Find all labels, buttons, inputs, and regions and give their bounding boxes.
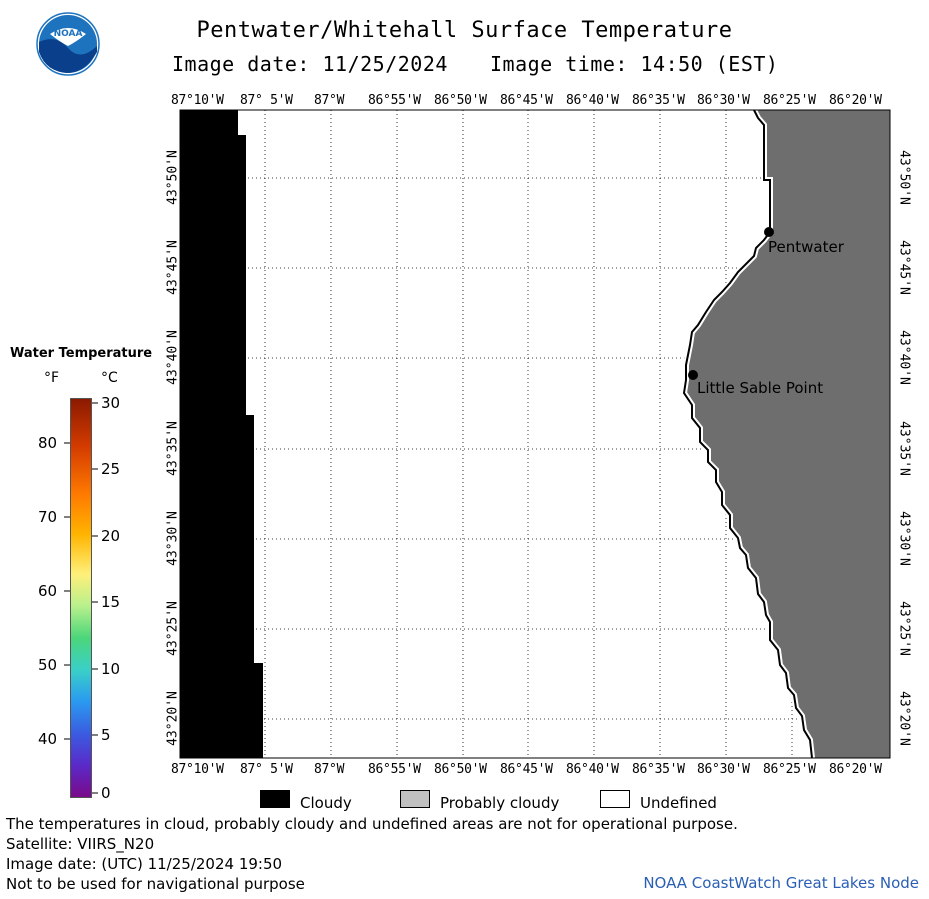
lon-label-top: 86°40'W (566, 93, 619, 108)
lon-label-bottom: 87° 5'W (240, 762, 293, 777)
lon-label-bottom: 86°50'W (434, 762, 487, 777)
lon-label-bottom: 86°30'W (697, 762, 750, 777)
cloudy-label: Cloudy (300, 794, 352, 812)
c-tick: 15 (101, 593, 121, 611)
unit-celsius: °C (101, 370, 118, 386)
lon-label-bottom: 86°35'W (632, 762, 685, 777)
c-tick: 0 (101, 784, 111, 802)
c-tick: 30 (101, 394, 121, 412)
lat-label-left: 43°40'N (165, 330, 181, 385)
little-sable-point-marker (688, 370, 698, 380)
temperature-colorbar (70, 398, 92, 798)
lon-label-top: 86°55'W (368, 93, 421, 108)
lat-label-right: 43°20'N (896, 691, 912, 746)
image-time-label: Image time: 14:50 (EST) (490, 52, 779, 76)
lat-label-right: 43°45'N (896, 240, 912, 295)
lon-label-top: 87°W (314, 93, 345, 108)
credit-text: NOAA CoastWatch Great Lakes Node (643, 874, 919, 892)
lat-label-right: 43°35'N (896, 421, 912, 476)
colorbar-ticks (64, 402, 98, 794)
lat-label-right: 43°25'N (896, 601, 912, 656)
lat-label-left: 43°50'N (165, 150, 181, 205)
map-frame (179, 109, 891, 759)
unit-fahrenheit: °F (44, 370, 60, 386)
lon-label-top: 87° 5'W (240, 93, 293, 108)
lon-label-bottom: 86°55'W (368, 762, 421, 777)
little-sable-point-label: Little Sable Point (697, 379, 824, 397)
probably-cloudy-swatch (400, 790, 430, 808)
lon-label-top: 87°10'W (171, 93, 224, 108)
cloudy-swatch (260, 790, 290, 808)
lon-label-top: 86°35'W (632, 93, 685, 108)
c-tick: 10 (101, 660, 121, 678)
f-tick: 40 (38, 730, 58, 748)
legend-title: Water Temperature (10, 346, 153, 361)
pentwater-label: Pentwater (768, 238, 844, 256)
disclaimer-text: The temperatures in cloud, probably clou… (6, 815, 738, 833)
shoreline (682, 109, 813, 759)
lon-label-top: 86°20'W (829, 93, 882, 108)
lon-label-top: 86°50'W (434, 93, 487, 108)
lon-label-top: 86°30'W (697, 93, 750, 108)
navigation-warning: Not to be used for navigational purpose (6, 875, 305, 893)
lat-label-right: 43°50'N (896, 150, 912, 205)
c-tick: 5 (101, 726, 111, 744)
f-tick: 80 (38, 434, 58, 452)
land-area (684, 110, 890, 758)
f-tick: 50 (38, 656, 58, 674)
f-tick: 60 (38, 582, 58, 600)
lon-label-top: 86°45'W (500, 93, 553, 108)
lon-label-bottom: 86°45'W (500, 762, 553, 777)
lon-label-bottom: 86°25'W (763, 762, 816, 777)
lon-label-top: 86°25'W (763, 93, 816, 108)
image-date-label: Image date: 11/25/2024 (172, 52, 448, 76)
page-title: Pentwater/Whitehall Surface Temperature (196, 18, 733, 43)
pentwater-marker (764, 227, 774, 237)
c-tick: 25 (101, 460, 121, 478)
lat-label-left: 43°30'N (165, 511, 181, 566)
lat-label-left: 43°35'N (165, 421, 181, 476)
cloud-region (180, 110, 263, 758)
satellite-text: Satellite: VIIRS_N20 (6, 835, 155, 853)
lat-label-right: 43°30'N (896, 511, 912, 566)
undefined-swatch (600, 790, 630, 808)
lat-label-left: 43°20'N (165, 691, 181, 746)
probably-cloudy-label: Probably cloudy (440, 794, 560, 812)
noaa-logo-text: NOAA (54, 29, 83, 39)
c-tick: 20 (101, 527, 121, 545)
lon-label-bottom: 87°10'W (171, 762, 224, 777)
lat-label-right: 43°40'N (896, 330, 912, 385)
utc-date-text: Image date: (UTC) 11/25/2024 19:50 (6, 855, 283, 873)
lon-label-bottom: 87°W (314, 762, 345, 777)
lon-label-bottom: 86°40'W (566, 762, 619, 777)
undefined-label: Undefined (640, 794, 717, 812)
lat-label-left: 43°25'N (165, 601, 181, 656)
lat-label-left: 43°45'N (165, 240, 181, 295)
lon-label-bottom: 86°20'W (829, 762, 882, 777)
f-tick: 70 (38, 508, 58, 526)
noaa-logo: NOAA (36, 12, 100, 76)
